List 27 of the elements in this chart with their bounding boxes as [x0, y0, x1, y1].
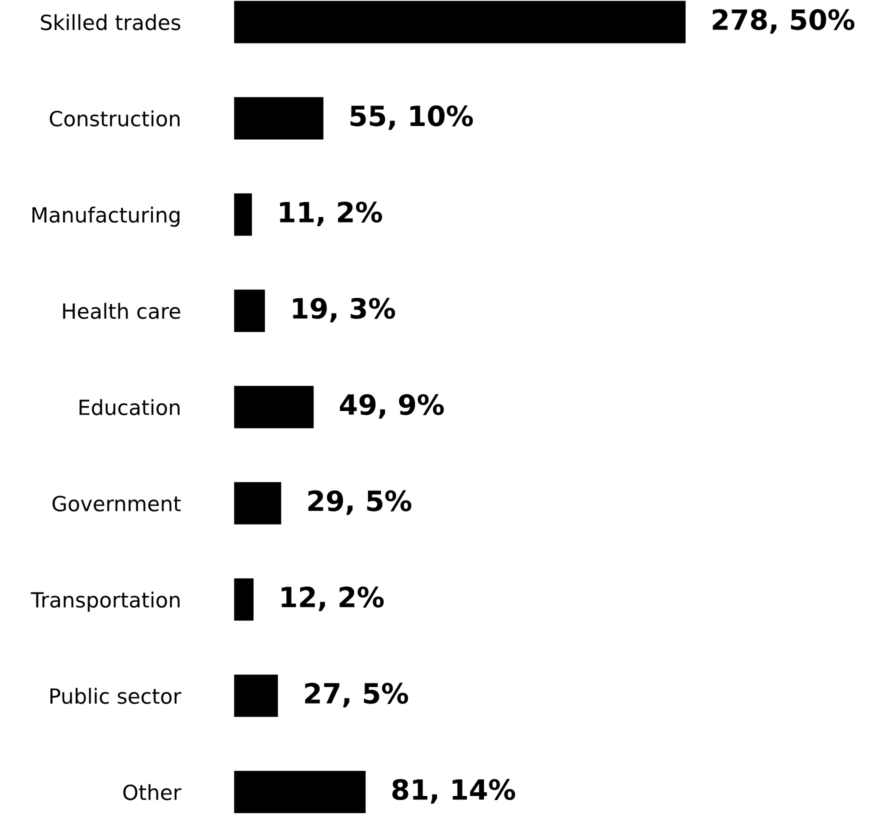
bar	[234, 578, 254, 621]
bar	[234, 0, 686, 44]
bar	[234, 193, 252, 236]
bar	[234, 386, 314, 428]
y-tick-label: Manufacturing	[32, 206, 180, 227]
data-label: 278, 50%	[712, 9, 854, 34]
bar	[234, 482, 282, 524]
data-label: 49, 9%	[340, 394, 444, 419]
bar	[234, 674, 278, 717]
data-label: 27, 5%	[305, 682, 408, 708]
y-tick-label: Other	[123, 784, 182, 800]
y-tick-label: Transportation	[30, 592, 180, 612]
y-tick-label: Education	[80, 399, 180, 416]
bar	[234, 770, 366, 814]
y-tick-label: Skilled trades	[40, 14, 180, 30]
data-label: 29, 5%	[308, 490, 412, 515]
y-tick-label: Public sector	[50, 688, 182, 704]
data-label: 55, 10%	[350, 105, 473, 130]
y-tick-label: Construction	[50, 110, 180, 126]
bar	[234, 290, 265, 332]
data-label: 81, 14%	[392, 779, 516, 804]
y-tick-label: Health care	[63, 302, 180, 319]
y-tick-label: Government	[52, 496, 181, 512]
data-label: 12, 2%	[282, 586, 384, 612]
data-label: 11, 2%	[280, 202, 382, 226]
data-label: 19, 3%	[293, 298, 396, 322]
bar	[234, 97, 324, 140]
